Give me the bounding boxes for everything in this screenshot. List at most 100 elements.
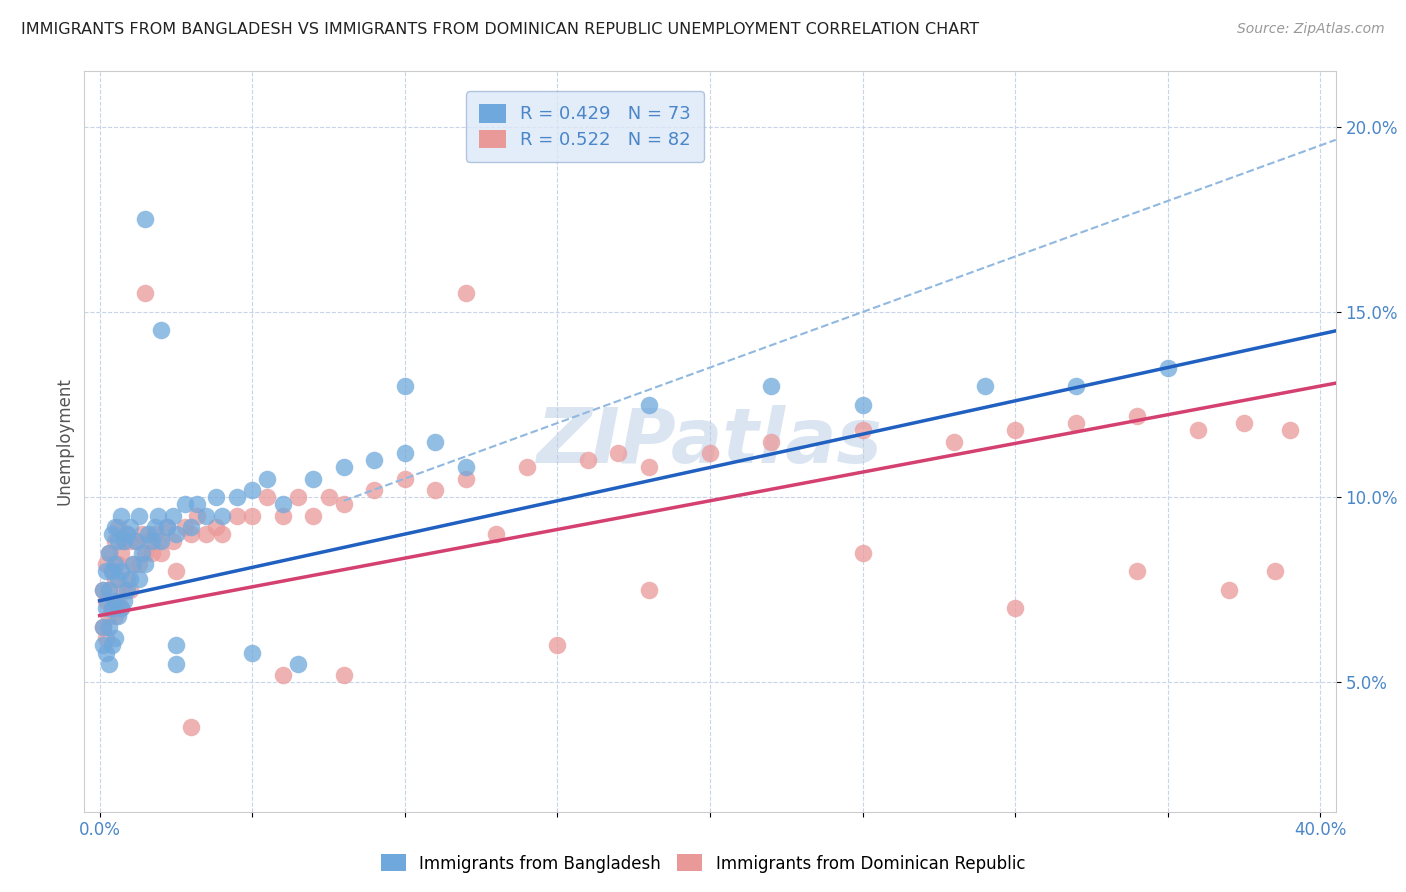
Y-axis label: Unemployment: Unemployment	[55, 377, 73, 506]
Point	[101, 601, 124, 615]
Point	[204, 490, 226, 504]
Point	[143, 527, 166, 541]
Point	[134, 212, 156, 227]
Point	[107, 572, 129, 586]
Point	[104, 557, 127, 571]
Point	[576, 453, 599, 467]
Point	[852, 398, 875, 412]
Point	[211, 527, 233, 541]
Point	[256, 490, 278, 504]
Point	[256, 471, 278, 485]
Point	[165, 657, 187, 671]
Point	[180, 720, 202, 734]
Point	[149, 534, 172, 549]
Point	[115, 582, 138, 597]
Point	[110, 545, 132, 560]
Point	[112, 593, 135, 607]
Point	[110, 564, 132, 578]
Point	[110, 601, 132, 615]
Point	[333, 667, 356, 681]
Point	[120, 534, 142, 549]
Point	[104, 519, 127, 533]
Point	[271, 498, 294, 512]
Point	[94, 601, 117, 615]
Point	[1064, 379, 1087, 393]
Point	[104, 534, 127, 549]
Point	[180, 527, 202, 541]
Point	[97, 657, 120, 671]
Text: Source: ZipAtlas.com: Source: ZipAtlas.com	[1237, 22, 1385, 37]
Point	[128, 508, 150, 523]
Point	[425, 483, 447, 497]
Point	[110, 508, 132, 523]
Point	[240, 483, 263, 497]
Point	[759, 434, 782, 449]
Point	[1264, 564, 1286, 578]
Point	[104, 631, 127, 645]
Point	[226, 490, 249, 504]
Point	[1064, 416, 1087, 430]
Point	[141, 545, 163, 560]
Point	[485, 527, 508, 541]
Point	[120, 572, 142, 586]
Point	[97, 582, 120, 597]
Point	[107, 593, 129, 607]
Point	[363, 453, 385, 467]
Point	[195, 527, 218, 541]
Point	[101, 601, 124, 615]
Point	[271, 667, 294, 681]
Point	[107, 557, 129, 571]
Point	[112, 582, 135, 597]
Point	[115, 527, 138, 541]
Point	[162, 534, 184, 549]
Point	[1187, 424, 1209, 438]
Point	[156, 519, 179, 533]
Point	[91, 619, 114, 633]
Point	[138, 527, 160, 541]
Point	[211, 508, 233, 523]
Point	[1004, 424, 1026, 438]
Point	[97, 545, 120, 560]
Point	[226, 508, 249, 523]
Point	[94, 564, 117, 578]
Point	[156, 519, 179, 533]
Point	[1218, 582, 1240, 597]
Point	[91, 582, 114, 597]
Point	[165, 638, 187, 652]
Point	[394, 471, 416, 485]
Text: ZIPatlas: ZIPatlas	[537, 405, 883, 478]
Point	[91, 619, 114, 633]
Point	[287, 657, 309, 671]
Point	[516, 460, 538, 475]
Point	[394, 379, 416, 393]
Point	[97, 608, 120, 623]
Point	[101, 527, 124, 541]
Point	[1126, 564, 1149, 578]
Point	[128, 572, 150, 586]
Point	[134, 545, 156, 560]
Point	[195, 508, 218, 523]
Legend: Immigrants from Bangladesh, Immigrants from Dominican Republic: Immigrants from Bangladesh, Immigrants f…	[374, 847, 1032, 880]
Point	[138, 534, 160, 549]
Point	[943, 434, 966, 449]
Point	[134, 557, 156, 571]
Point	[699, 445, 721, 459]
Point	[1004, 601, 1026, 615]
Point	[1278, 424, 1301, 438]
Point	[1233, 416, 1256, 430]
Point	[94, 557, 117, 571]
Point	[186, 508, 208, 523]
Point	[162, 508, 184, 523]
Point	[165, 527, 187, 541]
Point	[143, 519, 166, 533]
Point	[149, 545, 172, 560]
Point	[363, 483, 385, 497]
Point	[141, 534, 163, 549]
Point	[94, 646, 117, 660]
Point	[104, 593, 127, 607]
Point	[125, 534, 148, 549]
Point	[454, 471, 477, 485]
Point	[120, 519, 142, 533]
Point	[91, 638, 114, 652]
Point	[97, 545, 120, 560]
